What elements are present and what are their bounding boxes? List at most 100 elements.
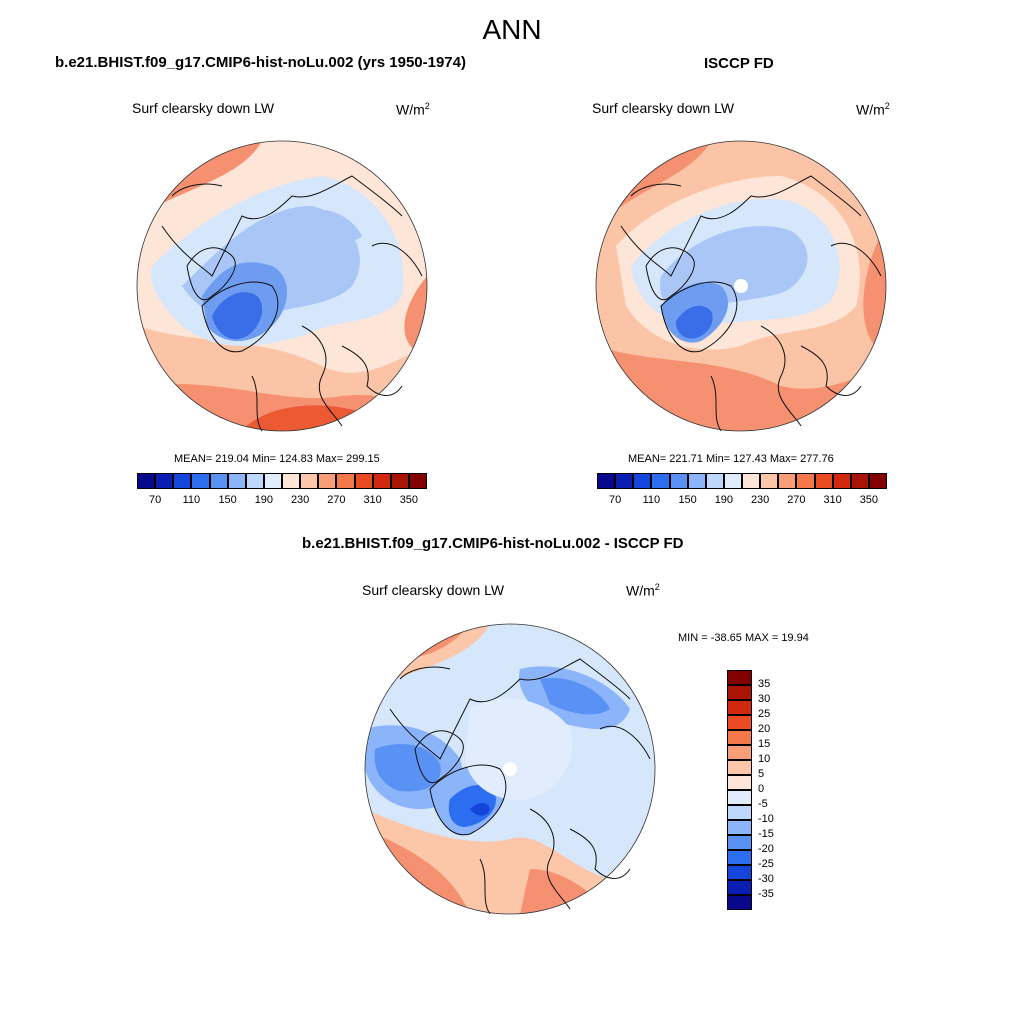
colorbar-difference-swatch (727, 805, 752, 820)
colorbar-difference-swatch (727, 850, 752, 865)
colorbar-panel-2-labels: 70 110 150 190 230 270 310 350 (597, 494, 887, 508)
colorbar-panel-2-swatch (723, 473, 742, 489)
colorbar-panel-1-swatch (390, 473, 409, 489)
colorbar-difference-tick-label: 35 (758, 678, 771, 690)
map-panel-difference (364, 623, 656, 915)
colorbar-panel-2-swatch (832, 473, 851, 489)
colorbar-panel-2-swatch (705, 473, 724, 489)
colorbar-panel-2-swatch (687, 473, 706, 489)
colorbar-difference-tick-label: 25 (758, 708, 771, 720)
colorbar-difference-swatch (727, 880, 752, 895)
colorbar-panel-2-swatch (778, 473, 797, 489)
colorbar-difference-tick-label: -35 (758, 888, 774, 900)
panel-3-title: b.e21.BHIST.f09_g17.CMIP6-hist-noLu.002 … (302, 535, 684, 552)
colorbar-difference-swatch (727, 730, 752, 745)
colorbar-panel-1-tick-label: 270 (327, 494, 346, 506)
colorbar-panel-2-swatch (868, 473, 887, 489)
colorbar-panel-1-swatch (263, 473, 282, 489)
panel-2-units: W/m2 (856, 101, 890, 118)
colorbar-difference-tick-label: -5 (758, 798, 768, 810)
colorbar-panel-1-tick-label: 190 (254, 494, 274, 506)
colorbar-panel-2-tick-label: 350 (859, 494, 879, 506)
colorbar-panel-1-tick-label: 150 (218, 494, 237, 506)
colorbar-panel-2-swatch (760, 473, 779, 489)
colorbar-panel-2-tick-label: 310 (823, 494, 842, 506)
colorbar-panel-1-swatch (354, 473, 373, 489)
colorbar-panel-2-tick-label: 70 (609, 494, 622, 506)
colorbar-difference-tick-label: 15 (758, 738, 771, 750)
colorbar-difference-labels: 35 30 25 20 15 10 5 0 -5 -10 -15 -20 -25 -30 -35 (758, 670, 798, 910)
colorbar-difference (727, 670, 752, 910)
colorbar-panel-2-tick-label: 230 (750, 494, 770, 506)
panel-2-variable: Surf clearsky down LW (592, 100, 735, 116)
colorbar-panel-1-swatch (227, 473, 246, 489)
colorbar-panel-1-swatch (155, 473, 174, 489)
panel-3-stats: MIN = -38.65 MAX = 19.94 (678, 632, 809, 644)
colorbar-panel-2-swatch (850, 473, 869, 489)
colorbar-panel-1-swatch (408, 473, 427, 489)
colorbar-difference-tick-label: -30 (758, 873, 774, 885)
colorbar-difference-tick-label: 0 (758, 783, 765, 795)
colorbar-panel-2-swatch (814, 473, 833, 489)
colorbar-difference-swatch (727, 715, 752, 730)
colorbar-difference-swatch (727, 685, 752, 700)
colorbar-panel-1-labels: 70 110 150 190 230 270 310 350 (137, 494, 427, 508)
panel-3-units: W/m2 (626, 582, 660, 599)
panel-2-title: ISCCP FD (704, 55, 774, 72)
colorbar-difference-swatch (727, 670, 752, 685)
colorbar-panel-1-swatch (209, 473, 228, 489)
colorbar-panel-1-tick-label: 110 (182, 494, 201, 506)
colorbar-panel-2-tick-label: 150 (678, 494, 697, 506)
colorbar-difference-swatch (727, 775, 752, 790)
colorbar-difference-tick-label: -20 (758, 843, 774, 855)
colorbar-panel-1-swatch (137, 473, 156, 489)
colorbar-panel-2-tick-label: 110 (642, 494, 661, 506)
colorbar-difference-tick-label: -10 (758, 813, 774, 825)
colorbar-difference-swatch (727, 835, 752, 850)
colorbar-panel-2-swatch (633, 473, 652, 489)
colorbar-panel-1-swatch (300, 473, 319, 489)
map-panel-1 (136, 140, 428, 432)
colorbar-panel-2 (597, 473, 887, 489)
colorbar-panel-2-swatch (615, 473, 634, 489)
colorbar-panel-1-swatch (372, 473, 391, 489)
colorbar-difference-tick-label: -25 (758, 858, 774, 870)
colorbar-difference-swatch (727, 700, 752, 715)
panel-1-title: b.e21.BHIST.f09_g17.CMIP6-hist-noLu.002 … (55, 54, 466, 71)
colorbar-difference-tick-label: 20 (758, 723, 771, 735)
colorbar-difference-swatch (727, 790, 752, 805)
colorbar-panel-2-tick-label: 190 (714, 494, 734, 506)
panel-1-units: W/m2 (396, 101, 430, 118)
colorbar-difference-swatch (727, 820, 752, 835)
colorbar-panel-2-swatch (597, 473, 616, 489)
colorbar-panel-1-swatch (245, 473, 264, 489)
colorbar-panel-2-tick-label: 270 (787, 494, 806, 506)
panel-2-stats: MEAN= 221.71 Min= 127.43 Max= 277.76 (628, 453, 834, 465)
colorbar-panel-1-swatch (282, 473, 301, 489)
colorbar-difference-tick-label: 30 (758, 693, 771, 705)
colorbar-panel-1-tick-label: 230 (290, 494, 310, 506)
main-title: ANN (482, 14, 542, 45)
colorbar-panel-1-swatch (318, 473, 337, 489)
panel-3-variable: Surf clearsky down LW (362, 582, 505, 598)
colorbar-difference-tick-label: -15 (758, 828, 774, 840)
colorbar-difference-tick-label: 5 (758, 768, 765, 780)
colorbar-panel-2-swatch (796, 473, 815, 489)
colorbar-panel-2-swatch (669, 473, 688, 489)
colorbar-difference-swatch (727, 760, 752, 775)
panel-1-variable: Surf clearsky down LW (132, 100, 275, 116)
colorbar-panel-1-tick-label: 310 (363, 494, 382, 506)
colorbar-panel-2-swatch (742, 473, 761, 489)
colorbar-panel-1-swatch (336, 473, 355, 489)
colorbar-panel-1 (137, 473, 427, 489)
colorbar-difference-swatch (727, 745, 752, 760)
colorbar-panel-2-swatch (651, 473, 670, 489)
colorbar-panel-1-swatch (191, 473, 210, 489)
colorbar-difference-swatch (727, 865, 752, 880)
colorbar-panel-1-swatch (173, 473, 192, 489)
colorbar-panel-1-tick-label: 350 (399, 494, 419, 506)
panel-1-stats: MEAN= 219.04 Min= 124.83 Max= 299.15 (174, 453, 380, 465)
colorbar-difference-tick-label: 10 (758, 753, 771, 765)
map-panel-2 (595, 140, 887, 432)
colorbar-difference-swatch (727, 895, 752, 910)
